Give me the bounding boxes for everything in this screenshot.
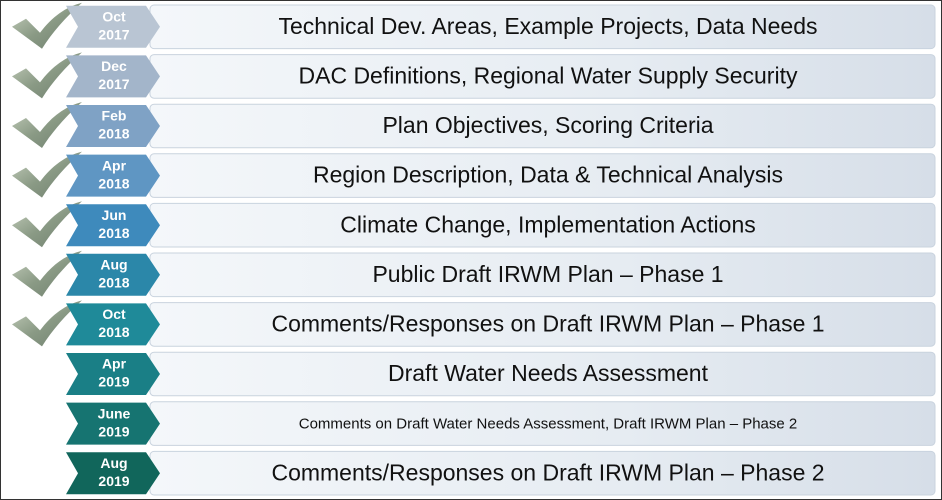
date-chevron (66, 402, 160, 445)
date-chevron (66, 353, 160, 395)
year: 2017 (98, 27, 129, 43)
row-text: Climate Change, Implementation Actions (340, 211, 756, 237)
row-text: Comments/Responses on Draft IRWM Plan – … (271, 459, 824, 485)
checkmark (12, 300, 82, 347)
row-text: Region Description, Data & Technical Ana… (313, 162, 783, 188)
year: 2018 (98, 324, 129, 340)
year: 2018 (98, 225, 129, 241)
date-chevron (66, 253, 160, 296)
row-text: Comments on Draft Water Needs Assessment… (299, 416, 798, 433)
row-text: Technical Dev. Areas, Example Projects, … (278, 13, 817, 39)
row-text: Plan Objectives, Scoring Criteria (382, 112, 713, 138)
checkmark (12, 201, 82, 248)
date-chevron (66, 204, 160, 247)
row-text: Draft Water Needs Assessment (388, 360, 709, 386)
row-text: Comments/Responses on Draft IRWM Plan – … (271, 310, 824, 336)
date-chevron (66, 55, 160, 98)
month: Apr (102, 356, 127, 372)
month: Oct (102, 9, 126, 25)
month: Apr (102, 157, 127, 173)
date-chevron (66, 452, 160, 495)
year: 2019 (98, 423, 129, 439)
year: 2018 (98, 275, 129, 291)
month: Dec (101, 58, 127, 74)
date-chevron (66, 154, 160, 197)
checkmark (12, 52, 82, 99)
month: June (98, 405, 131, 421)
checkmark (12, 102, 82, 148)
date-chevron (66, 5, 160, 48)
month: Aug (100, 455, 127, 471)
year: 2019 (98, 473, 129, 489)
month: Feb (102, 108, 127, 124)
row-text: DAC Definitions, Regional Water Supply S… (299, 62, 798, 88)
checkmark (12, 250, 82, 297)
month: Aug (100, 257, 127, 273)
year: 2018 (98, 126, 129, 142)
checkmark (12, 2, 82, 49)
month: Jun (102, 207, 127, 223)
row-text: Public Draft IRWM Plan – Phase 1 (372, 261, 723, 287)
month: Oct (102, 306, 126, 322)
checkmark (12, 151, 82, 198)
year: 2018 (98, 175, 129, 191)
date-chevron (66, 105, 160, 147)
year: 2019 (98, 374, 129, 390)
year: 2017 (98, 76, 129, 92)
date-chevron (66, 303, 160, 346)
